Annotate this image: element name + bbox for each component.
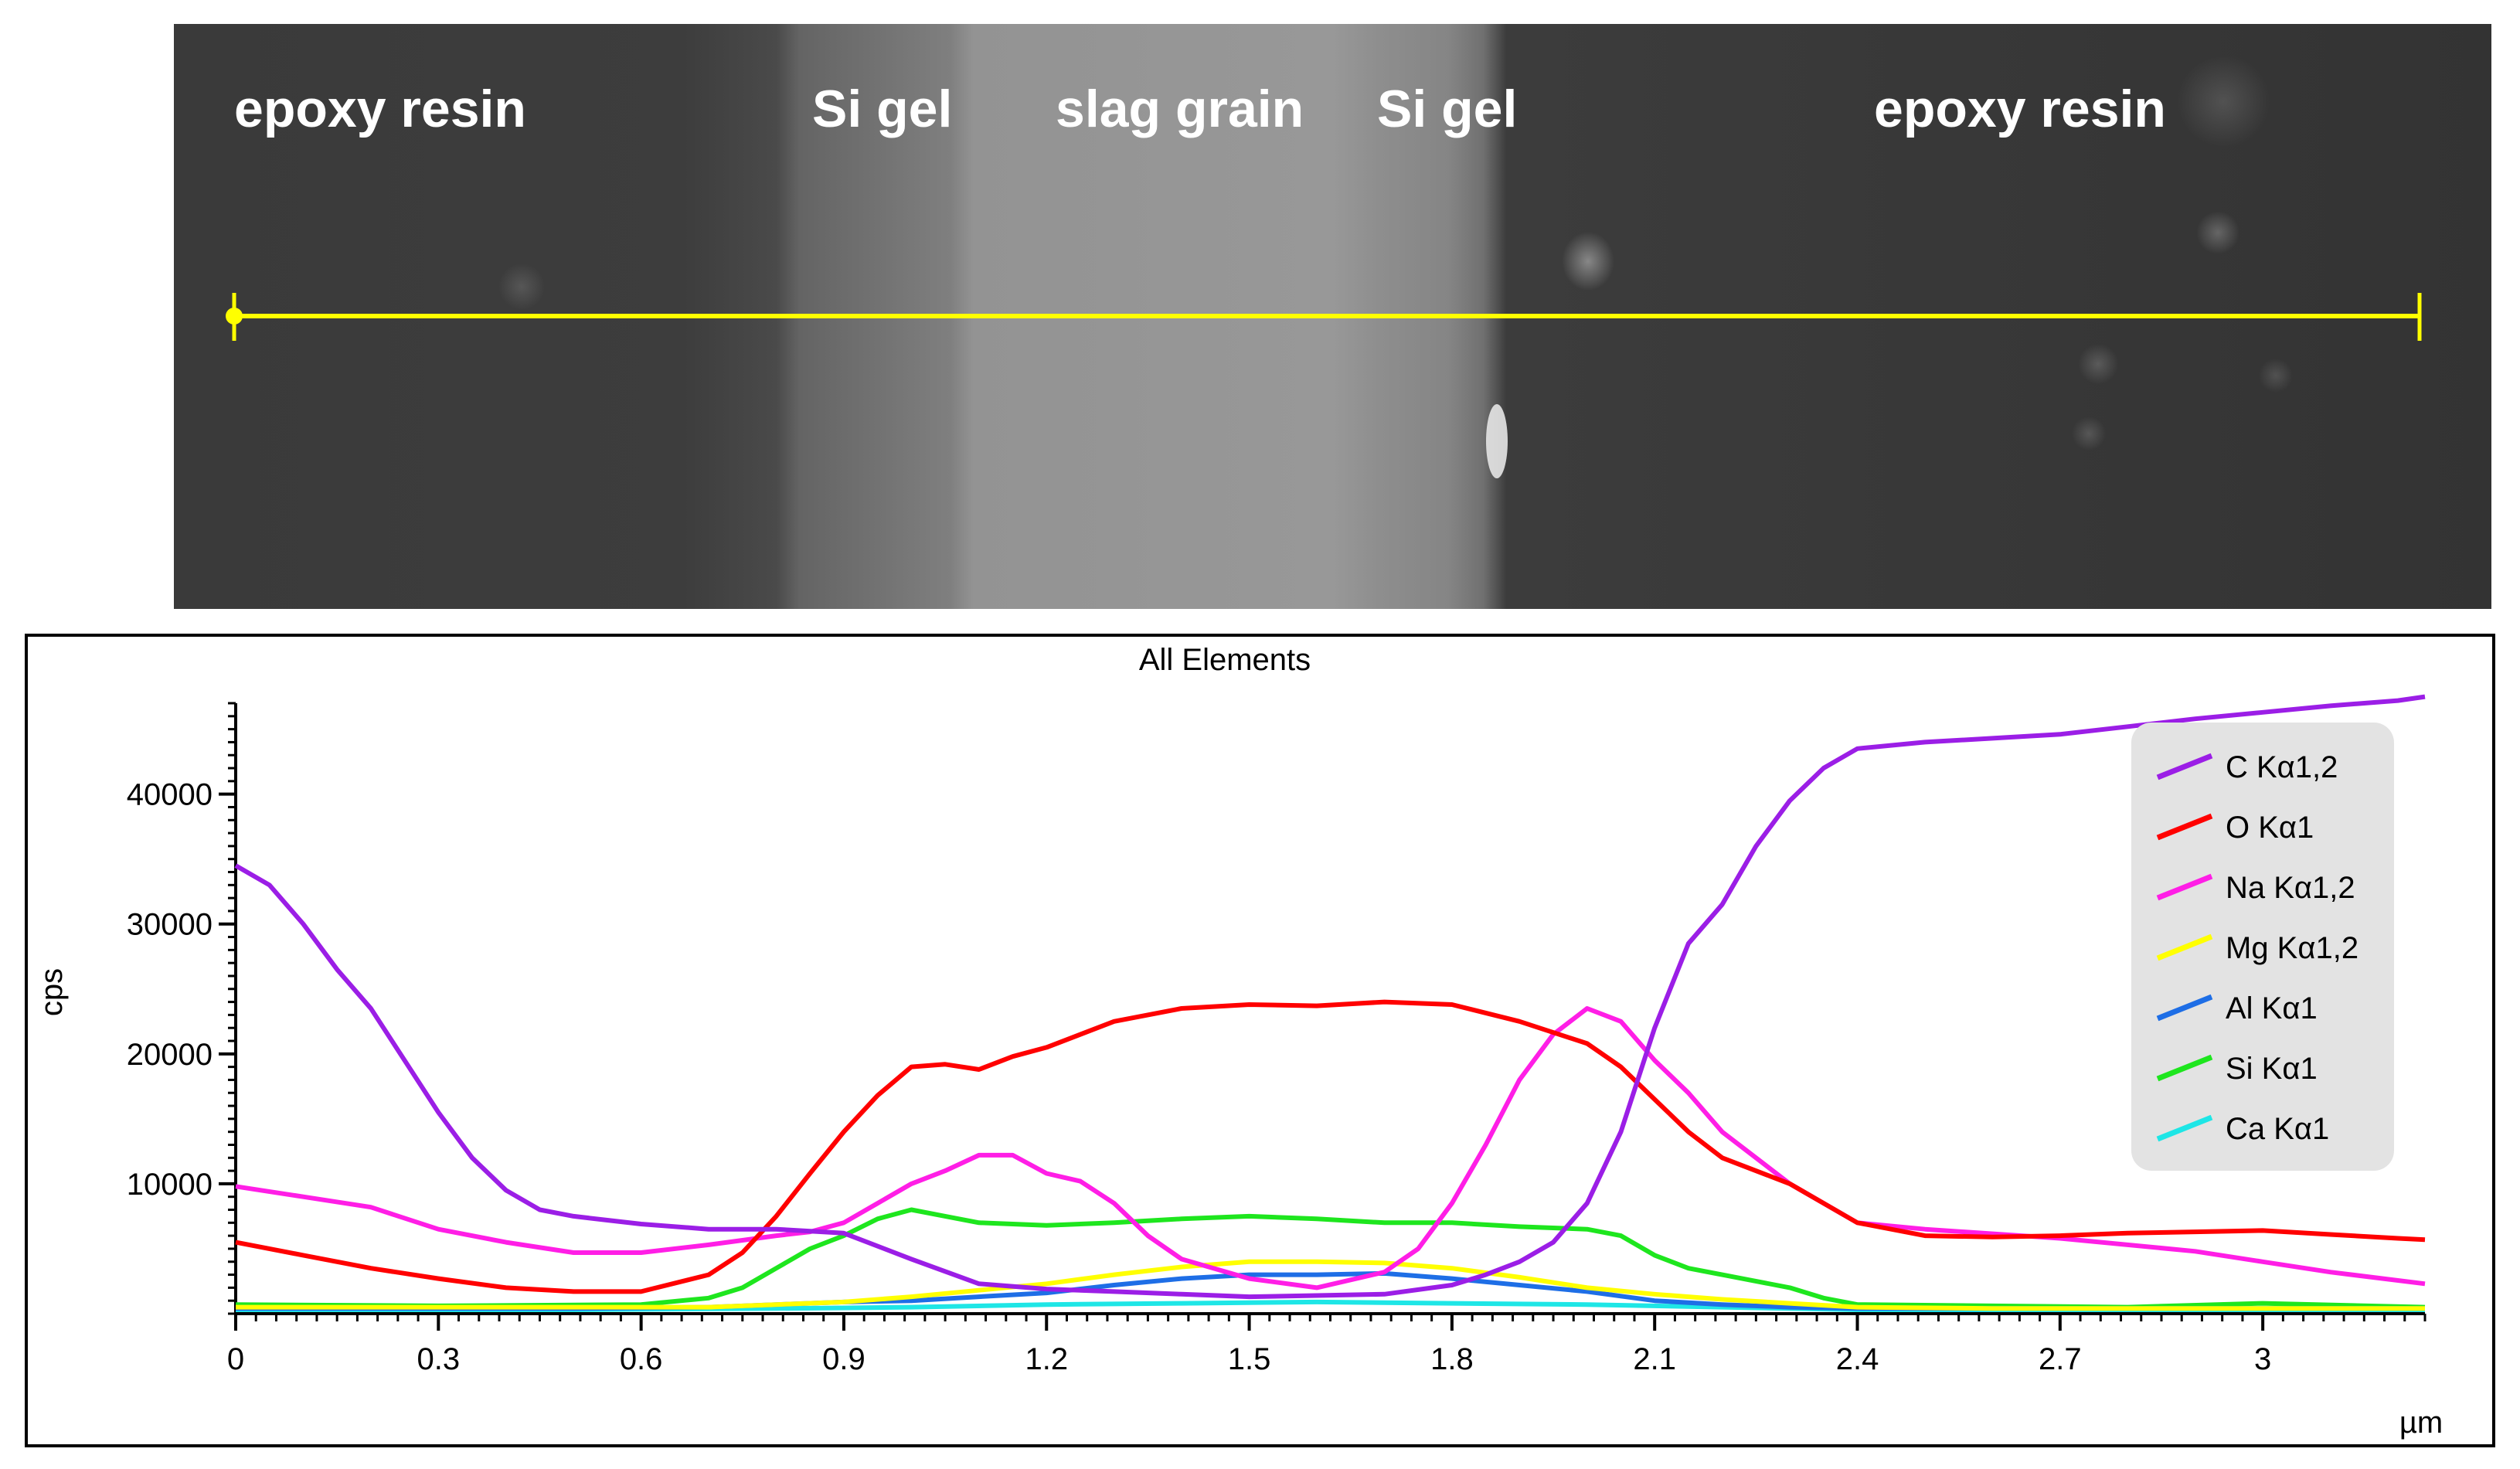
legend-label-na: Na Kα1,2 bbox=[2226, 871, 2355, 905]
series-line-si bbox=[235, 1207, 2426, 1310]
x-tick-label: 1.8 bbox=[1430, 1342, 1474, 1376]
series-lines bbox=[234, 694, 2426, 1312]
x-tick-label: 1.5 bbox=[1228, 1342, 1271, 1376]
chart-title: All Elements bbox=[1139, 643, 1311, 677]
series-line-mg bbox=[236, 1259, 2425, 1311]
particle-spot bbox=[2078, 344, 2118, 384]
region-label-epoxy-resin-right: epoxy resin bbox=[1874, 80, 2166, 138]
axes: 0 0.3 0.6 0.9 1.2 1.5 1.8 2.1 2.4 2.7 3 10000 20000 3… bbox=[127, 702, 2426, 1376]
particle-spot bbox=[2196, 211, 2239, 254]
y-tick-label: 20000 bbox=[127, 1038, 213, 1072]
legend-swatch-si bbox=[2156, 1054, 2213, 1082]
particle-spot bbox=[498, 264, 545, 310]
region-label-epoxy-resin-left: epoxy resin bbox=[234, 80, 526, 138]
x-tick-label: 2.7 bbox=[2039, 1342, 2082, 1376]
particle-spot bbox=[1562, 232, 1614, 291]
region-label-slag-grain: slag grain bbox=[1056, 80, 1304, 138]
legend-label-al: Al Kα1 bbox=[2226, 991, 2318, 1025]
legend-label-c: C Kα1,2 bbox=[2226, 750, 2338, 784]
x-tick-label: 0 bbox=[227, 1342, 244, 1376]
legend-swatch-c bbox=[2156, 753, 2213, 780]
x-tick-label: 3 bbox=[2254, 1342, 2271, 1376]
region-label-si-gel-right: Si gel bbox=[1377, 80, 1517, 138]
x-axis-label: µm bbox=[2399, 1406, 2443, 1440]
bright-particle bbox=[1486, 404, 1508, 478]
x-tick-label: 2.1 bbox=[1633, 1342, 1676, 1376]
y-axis-label: cps bbox=[35, 968, 69, 1016]
legend-swatch-na bbox=[2156, 873, 2213, 901]
particle-spot bbox=[2177, 55, 2270, 148]
legend: C Kα1,2 O Kα1 Na Kα1,2 Mg Kα1,2 Al Kα1 Si Kα1… bbox=[2131, 723, 2394, 1171]
legend-label-mg: Mg Kα1,2 bbox=[2226, 931, 2358, 965]
legend-swatch-al bbox=[2156, 994, 2213, 1022]
legend-label-o: O Kα1 bbox=[2226, 811, 2314, 845]
particle-spot bbox=[2259, 359, 2293, 393]
legend-swatch-mg bbox=[2156, 933, 2213, 961]
scan-line-start-point bbox=[226, 308, 243, 325]
series-line-c bbox=[234, 694, 2426, 1300]
y-tick-label: 30000 bbox=[127, 908, 213, 942]
scan-line[interactable] bbox=[226, 293, 2422, 341]
x-tick-label: 0.9 bbox=[822, 1342, 866, 1376]
legend-swatch-o bbox=[2156, 813, 2213, 841]
x-tick-label: 2.4 bbox=[1836, 1342, 1879, 1376]
sem-micrograph: epoxy resin Si gel slag grain Si gel epo… bbox=[174, 24, 2491, 609]
particle-spot bbox=[2072, 417, 2106, 451]
legend-label-ca: Ca Kα1 bbox=[2226, 1112, 2329, 1146]
legend-label-si: Si Kα1 bbox=[2226, 1052, 2318, 1086]
legend-swatch-ca bbox=[2156, 1114, 2213, 1142]
region-label-si-gel-left: Si gel bbox=[812, 80, 952, 138]
line-scan-chart: All Elements cps µm 0 0.3 0.6 0.9 1.2 1.5 1.8 2… bbox=[25, 634, 2495, 1447]
y-tick-label: 40000 bbox=[127, 778, 213, 812]
x-tick-label: 0.3 bbox=[417, 1342, 461, 1376]
series-line-o bbox=[235, 999, 2426, 1294]
x-tick-label: 0.6 bbox=[620, 1342, 663, 1376]
chart-frame bbox=[25, 634, 2495, 1447]
y-tick-label: 10000 bbox=[127, 1168, 213, 1202]
x-tick-label: 1.2 bbox=[1025, 1342, 1068, 1376]
legend-box bbox=[2131, 723, 2394, 1171]
